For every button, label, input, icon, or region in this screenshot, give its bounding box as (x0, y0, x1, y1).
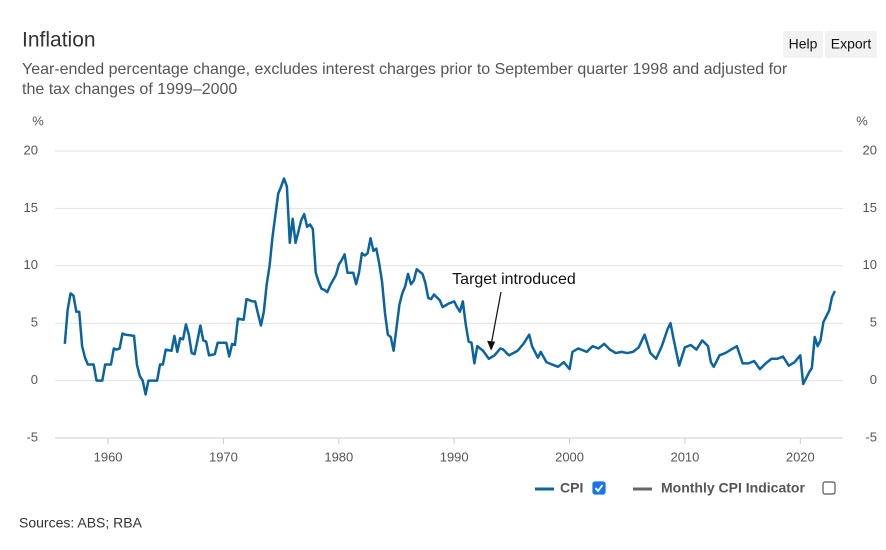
y-tick-label: 20 (24, 142, 38, 157)
x-tick-label: 1960 (94, 449, 123, 464)
y-tick-label: -5 (26, 429, 38, 444)
checkmark (594, 484, 604, 493)
y-tick-label: 10 (24, 257, 38, 272)
chart-subtitle: the tax changes of 1999–2000 (22, 81, 237, 98)
y2-tick-label: 20 (863, 142, 877, 157)
chart-title: Inflation (22, 29, 96, 52)
legend-checkbox[interactable] (592, 481, 606, 495)
source-note: Sources: ABS; RBA (19, 515, 143, 531)
y-tick-label: 0 (31, 372, 38, 387)
button-label[interactable]: Help (789, 36, 818, 52)
x-tick-label: 2020 (786, 449, 815, 464)
chart-subtitle: Year-ended percentage change, excludes i… (22, 61, 788, 78)
legend-label[interactable]: CPI (560, 480, 583, 496)
y-axis-unit: % (32, 113, 44, 128)
button[interactable] (825, 31, 877, 58)
x-tick-label: 1980 (324, 449, 353, 464)
annotation-arrow (490, 291, 502, 345)
y2-tick-label: 5 (870, 315, 877, 330)
y2-axis-unit: % (856, 113, 868, 128)
button[interactable] (783, 31, 823, 58)
legend-label[interactable]: Monthly CPI Indicator (661, 480, 805, 496)
annotation-arrowhead (487, 340, 496, 351)
button-label[interactable]: Export (831, 36, 872, 52)
y2-tick-label: 15 (863, 200, 877, 215)
y2-tick-label: -5 (865, 429, 877, 444)
annotation-text: Target introduced (452, 271, 576, 288)
y-tick-label: 15 (24, 200, 38, 215)
x-tick-label: 2000 (555, 449, 584, 464)
y-tick-label: 5 (31, 315, 38, 330)
y2-tick-label: 0 (870, 372, 877, 387)
legend-checkbox[interactable] (822, 481, 836, 495)
y2-tick-label: 10 (863, 257, 877, 272)
x-tick-label: 1970 (209, 449, 238, 464)
x-tick-label: 2010 (670, 449, 699, 464)
data-line (63, 177, 837, 396)
x-tick-label: 1990 (440, 449, 469, 464)
